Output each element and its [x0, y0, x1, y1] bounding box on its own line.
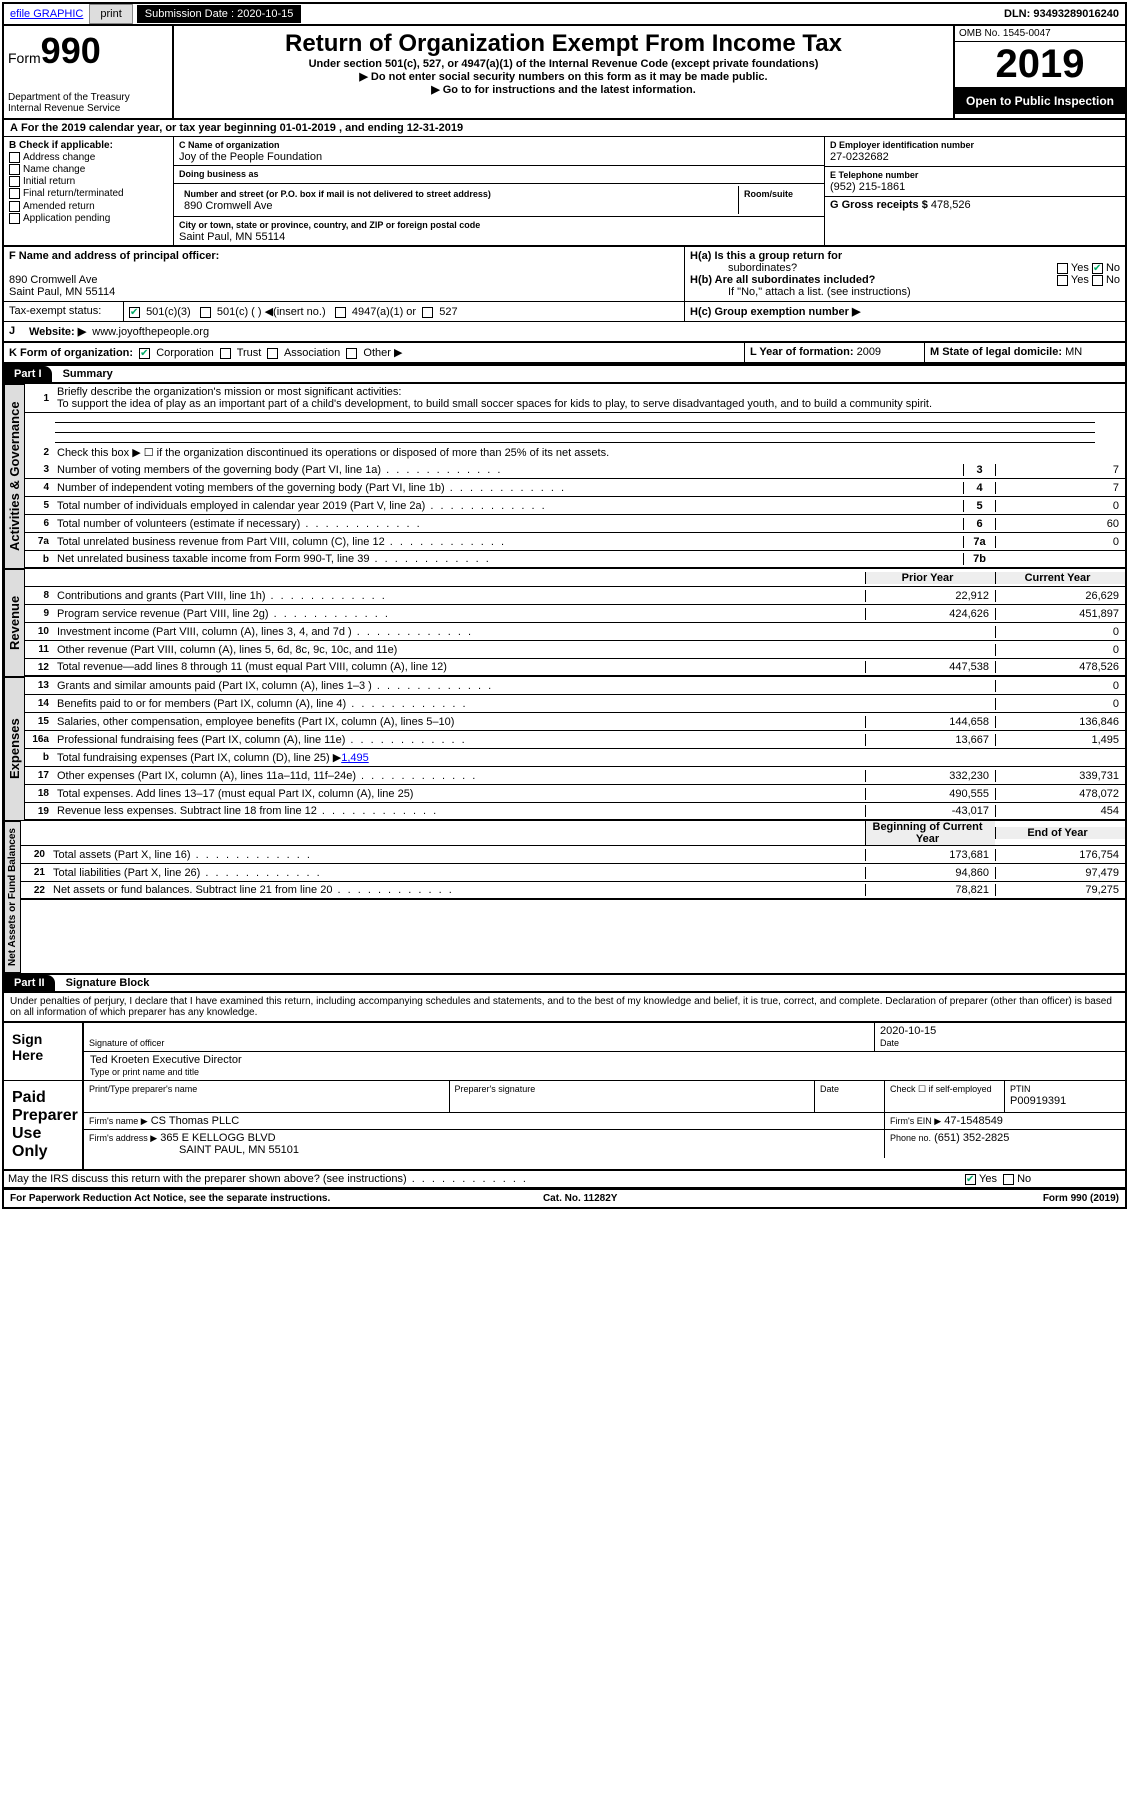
governance-grid: Activities & Governance 1Briefly describ…	[4, 384, 1125, 569]
tab-governance: Activities & Governance	[4, 384, 25, 569]
row-k-l-m: K Form of organization: Corporation Trus…	[4, 343, 1125, 364]
period-row: A For the 2019 calendar year, or tax yea…	[4, 120, 1125, 137]
box-b: B Check if applicable: Address change Na…	[4, 137, 174, 245]
entity-block: B Check if applicable: Address change Na…	[4, 137, 1125, 247]
efile-link[interactable]: efile GRAPHIC	[4, 5, 89, 23]
dept-label: Department of the Treasury Internal Reve…	[8, 92, 168, 114]
signature-block: Sign Here Signature of officer 2020-10-1…	[4, 1021, 1125, 1188]
net-assets-grid: Net Assets or Fund Balances Beginning of…	[4, 821, 1125, 973]
box-c: C Name of organizationJoy of the People …	[174, 137, 825, 245]
expenses-grid: Expenses 13Grants and similar amounts pa…	[4, 677, 1125, 821]
print-button[interactable]: print	[89, 4, 132, 24]
top-bar: efile GRAPHIC print Submission Date : 20…	[4, 4, 1125, 26]
footer: For Paperwork Reduction Act Notice, see …	[4, 1188, 1125, 1207]
sig-declaration: Under penalties of perjury, I declare th…	[4, 993, 1125, 1021]
omb-number: OMB No. 1545-0047	[955, 26, 1125, 42]
subtitle-1: Under section 501(c), 527, or 4947(a)(1)…	[178, 58, 949, 70]
revenue-grid: Revenue Prior YearCurrent Year 8Contribu…	[4, 569, 1125, 677]
form-header: Form990 Department of the Treasury Inter…	[4, 26, 1125, 120]
sign-here-label: Sign Here	[4, 1023, 84, 1080]
fundraising-link[interactable]: 1,495	[341, 752, 369, 764]
row-f-h: F Name and address of principal officer:…	[4, 247, 1125, 302]
form-page: efile GRAPHIC print Submission Date : 20…	[2, 2, 1127, 1209]
row-j: J Website: ▶ www.joyofthepeople.org	[4, 322, 1125, 343]
part1-header: Part I Summary	[4, 364, 1125, 384]
form-number: Form990	[8, 30, 168, 72]
part2-header: Part II Signature Block	[4, 973, 1125, 993]
tax-year: 2019	[955, 42, 1125, 88]
form-title: Return of Organization Exempt From Incom…	[178, 30, 949, 58]
submission-date-label: Submission Date : 2020-10-15	[137, 5, 302, 23]
public-inspection: Open to Public Inspection	[955, 88, 1125, 114]
box-d-e-g: D Employer identification number27-02326…	[825, 137, 1125, 245]
subtitle-2: Do not enter social security numbers on …	[178, 70, 949, 83]
tab-net-assets: Net Assets or Fund Balances	[4, 821, 21, 973]
paid-preparer-label: Paid Preparer Use Only	[4, 1081, 84, 1169]
row-tax-exempt: Tax-exempt status: 501(c)(3) 501(c) ( ) …	[4, 302, 1125, 322]
dln: DLN: 93493289016240	[998, 5, 1125, 23]
subtitle-3: Go to for instructions and the latest in…	[178, 83, 949, 96]
tab-expenses: Expenses	[4, 677, 25, 821]
tab-revenue: Revenue	[4, 569, 25, 677]
